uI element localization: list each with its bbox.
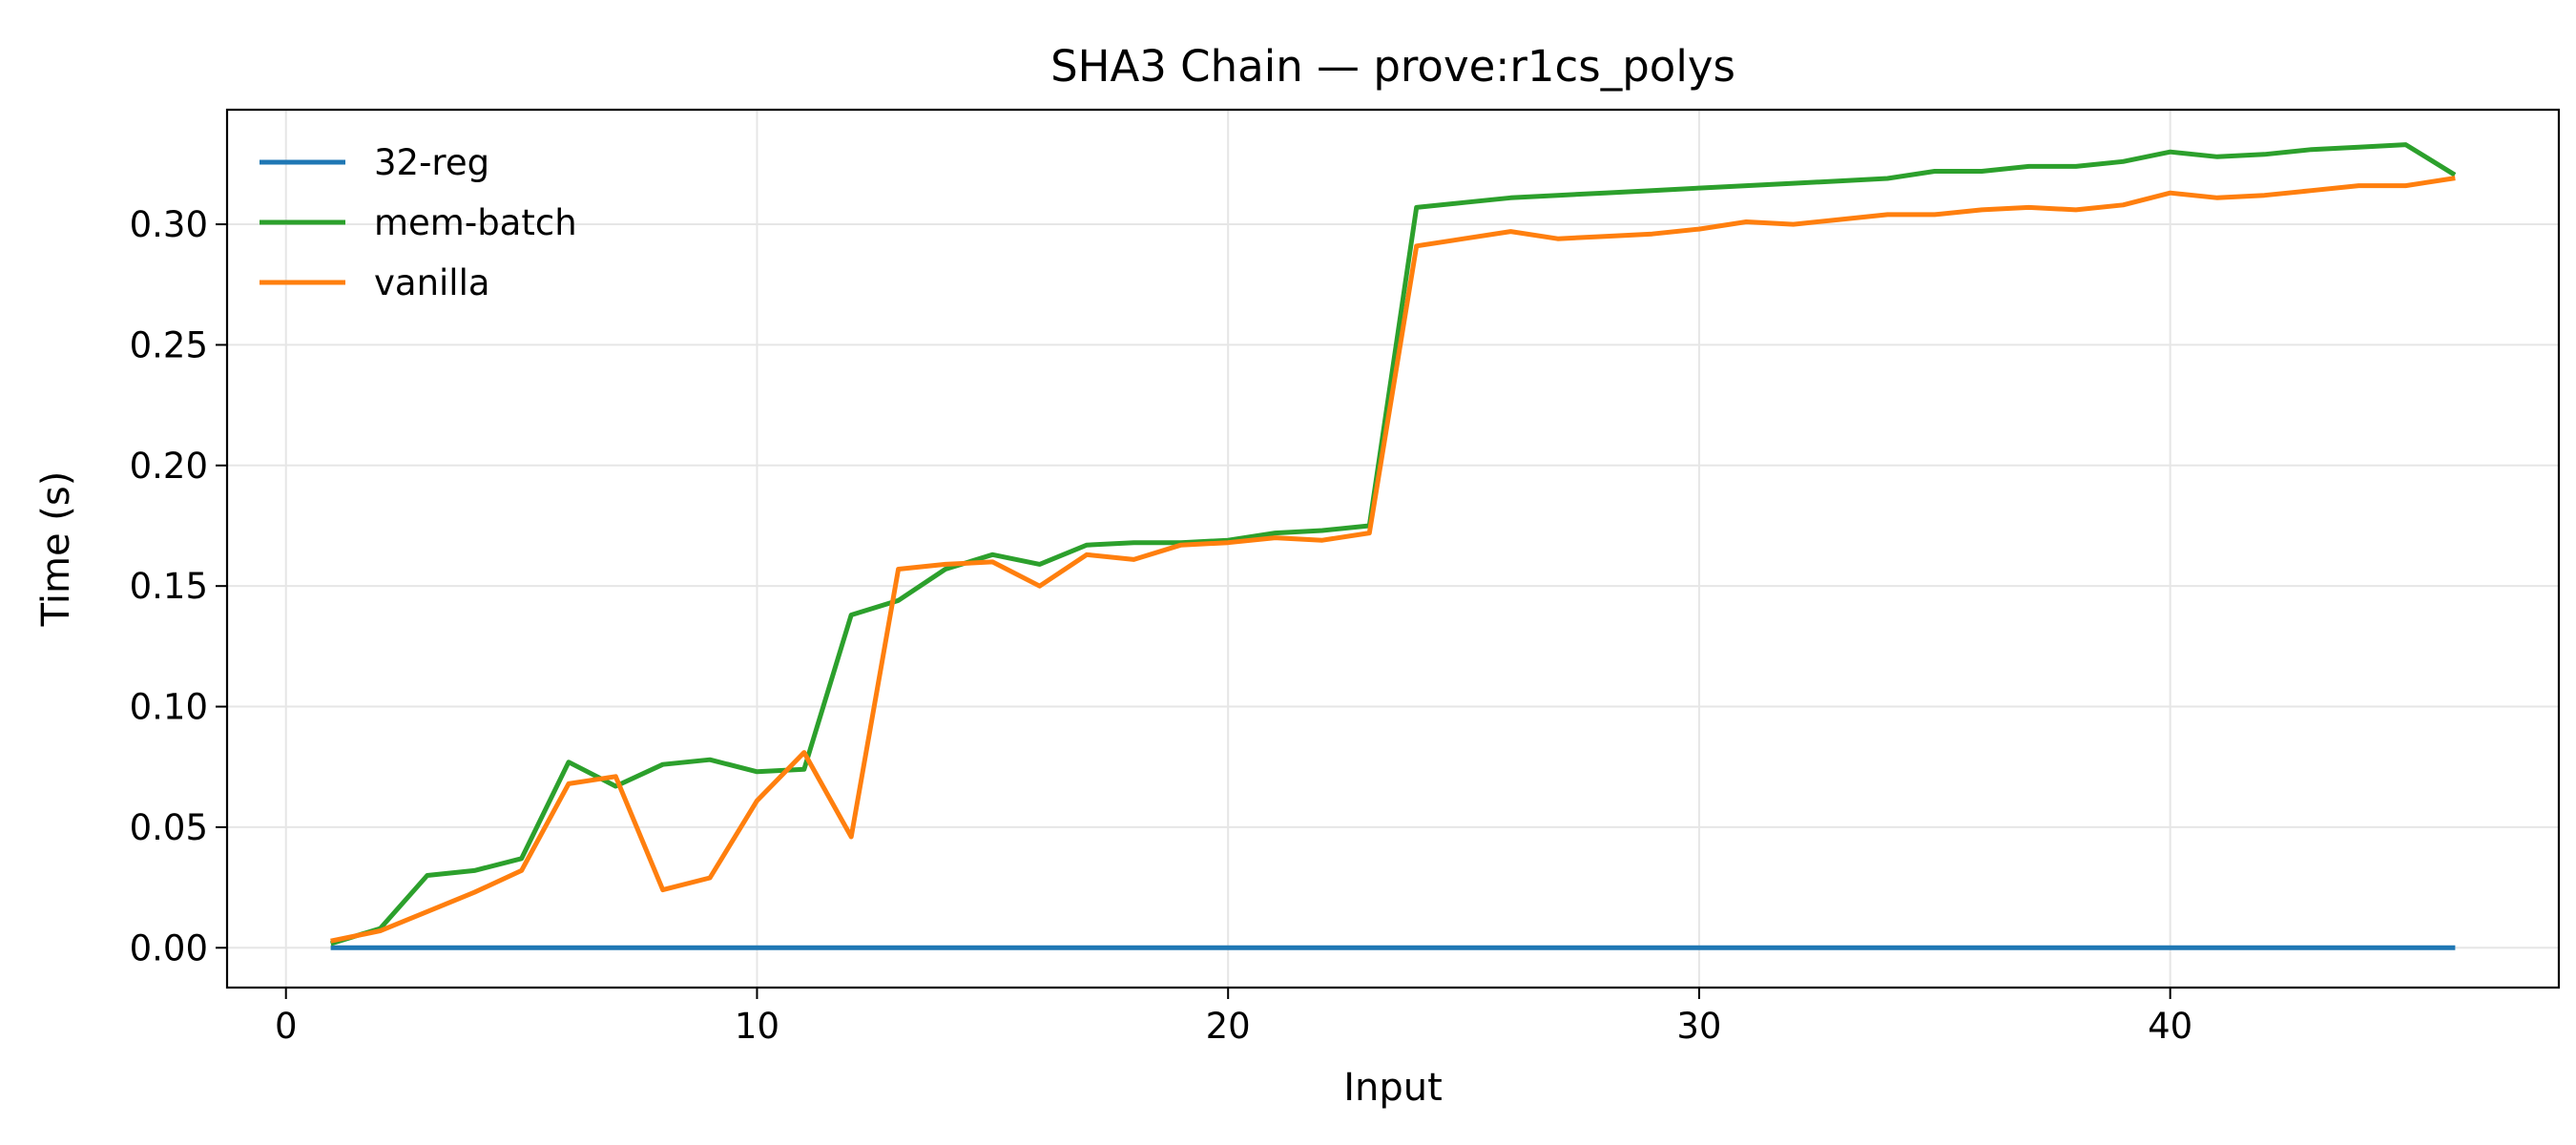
series-mem-batch [329, 142, 2457, 947]
legend-label: vanilla [374, 262, 490, 303]
y-tick-label: 0.05 [130, 807, 208, 848]
legend-item-vanilla: vanilla [260, 262, 490, 303]
chart-title: SHA3 Chain — prove:r1cs_polys [1050, 41, 1735, 92]
legend-label: mem-batch [374, 202, 577, 243]
y-tick-label: 0.15 [130, 566, 208, 607]
x-tick-label: 0 [275, 1006, 298, 1047]
legend: 32-reg mem-batch vanilla [260, 142, 577, 303]
y-tick-label: 0.20 [130, 446, 208, 487]
y-tick-label: 0.00 [130, 927, 208, 968]
grid [227, 110, 2559, 988]
x-tick-label: 20 [1206, 1006, 1251, 1047]
x-tick-label: 30 [1676, 1006, 1721, 1047]
y-tick-label: 0.30 [130, 204, 208, 245]
plot-lines [329, 142, 2457, 950]
series-line-mem-batch [329, 142, 2457, 947]
plot-area-frame [225, 108, 2561, 989]
y-axis-label: Time (s) [34, 471, 78, 628]
legend-item-32-reg: 32-reg [260, 142, 489, 183]
legend-label: 32-reg [374, 142, 489, 183]
y-tick-label: 0.10 [130, 687, 208, 728]
x-axis-label: Input [1343, 1066, 1443, 1110]
legend-item-mem-batch: mem-batch [260, 202, 577, 243]
series-vanilla [330, 176, 2456, 944]
axis-ticks: 0 10 20 30 40 0.00 0.05 0.10 0.15 0.20 0.25 0.30 [130, 204, 2193, 1047]
y-tick-label: 0.25 [130, 324, 208, 365]
series-line-vanilla [330, 176, 2456, 944]
x-tick-label: 40 [2148, 1006, 2192, 1047]
series-32-reg [330, 945, 2456, 950]
x-tick-label: 10 [735, 1006, 779, 1047]
